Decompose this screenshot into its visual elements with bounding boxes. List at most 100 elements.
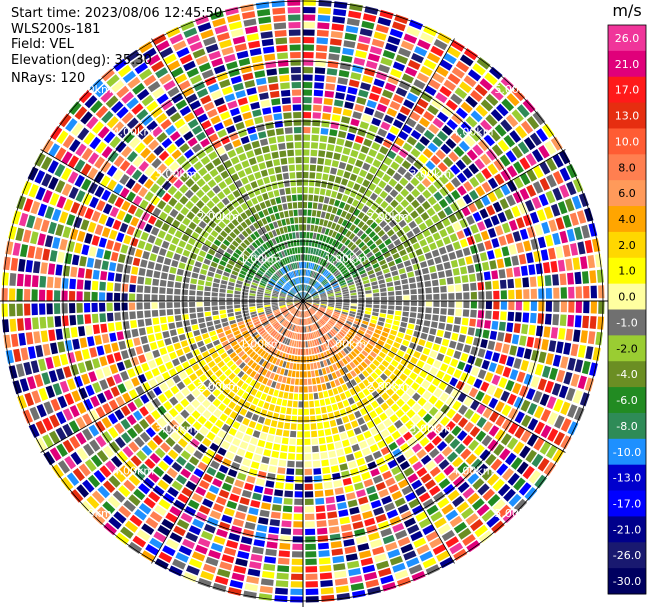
range-gate — [274, 595, 288, 603]
range-gate — [507, 437, 519, 450]
range-gate — [348, 10, 362, 19]
range-gate — [445, 509, 459, 521]
range-gate — [187, 137, 198, 147]
range-gate — [19, 378, 30, 392]
range-gate — [348, 79, 360, 88]
range-gate — [404, 171, 414, 181]
range-gate — [20, 347, 29, 361]
range-gate — [305, 303, 310, 308]
range-gate — [178, 262, 186, 270]
range-gate — [115, 141, 127, 153]
range-gate — [399, 234, 408, 243]
range-gate — [48, 329, 56, 342]
range-gate — [152, 207, 162, 217]
range-gate — [237, 321, 245, 326]
range-gate — [231, 209, 239, 218]
range-gate — [280, 306, 287, 310]
range-ring-label: 1.00km — [325, 337, 367, 350]
range-gate — [282, 505, 293, 513]
range-gate — [364, 310, 372, 315]
range-gate — [227, 149, 237, 158]
range-gate — [166, 309, 174, 316]
range-gate — [440, 293, 447, 300]
range-gate — [523, 137, 536, 151]
range-gate — [169, 266, 177, 274]
range-gate — [189, 284, 197, 290]
range-gate — [360, 557, 374, 566]
range-gate — [244, 451, 254, 460]
range-gate — [183, 112, 195, 123]
range-gate — [321, 227, 326, 234]
range-gate — [207, 325, 215, 332]
range-gate — [103, 480, 116, 493]
range-gate — [213, 453, 224, 463]
range-gate — [109, 441, 120, 453]
range-gate — [204, 301, 211, 307]
range-gate — [127, 427, 138, 439]
range-gate — [284, 338, 289, 345]
range-gate — [282, 361, 287, 368]
range-gate — [198, 62, 211, 73]
range-gate — [130, 56, 144, 68]
range-gate — [400, 383, 410, 392]
range-gate — [280, 291, 287, 295]
range-gate — [488, 397, 499, 409]
range-gate — [284, 422, 291, 430]
range-gate — [460, 448, 472, 460]
range-gate — [294, 302, 301, 305]
range-gate — [317, 422, 324, 430]
range-gate — [424, 252, 433, 260]
range-gate — [143, 497, 156, 509]
range-gate — [121, 293, 128, 301]
range-gate — [31, 390, 42, 404]
range-gate — [335, 294, 342, 298]
range-gate — [403, 368, 412, 376]
range-gate — [295, 149, 302, 156]
range-gate — [424, 479, 437, 490]
range-gate — [289, 217, 295, 224]
range-gate — [105, 216, 115, 228]
range-gate — [57, 251, 65, 263]
range-gate — [312, 324, 316, 331]
range-gate — [300, 303, 303, 310]
range-gate — [385, 477, 396, 487]
range-gate — [77, 267, 85, 278]
range-gate — [330, 279, 337, 285]
range-gate — [343, 293, 350, 297]
range-gate — [253, 213, 260, 221]
range-gate — [418, 307, 425, 313]
range-gate — [425, 460, 437, 471]
range-gate — [329, 255, 335, 262]
range-gate — [285, 134, 294, 142]
range-gate — [143, 477, 155, 489]
range-gate — [457, 462, 469, 474]
range-gate — [340, 210, 348, 218]
range-gate — [63, 198, 74, 212]
range-gate — [275, 245, 280, 252]
range-gate — [326, 405, 333, 413]
range-gate — [390, 247, 398, 255]
range-gate — [341, 55, 353, 63]
range-gate — [319, 444, 327, 452]
spoke-line — [40, 149, 304, 302]
range-gate — [526, 169, 538, 182]
range-gate — [30, 200, 41, 215]
range-gate — [558, 385, 569, 399]
range-gate — [557, 201, 568, 215]
range-gate — [284, 180, 290, 187]
range-gate — [363, 430, 372, 439]
range-gate — [290, 581, 303, 588]
range-gate — [295, 224, 299, 231]
range-gate — [288, 22, 301, 29]
range-gate — [418, 294, 425, 300]
range-gate — [212, 478, 223, 488]
range-gate — [340, 315, 347, 320]
range-gate — [153, 270, 161, 279]
range-gate — [158, 551, 173, 563]
range-gate — [281, 437, 289, 445]
range-gate — [197, 461, 208, 472]
range-gate — [329, 419, 337, 427]
range-gate — [253, 188, 261, 196]
range-gate — [299, 292, 302, 299]
range-gate — [9, 303, 16, 317]
